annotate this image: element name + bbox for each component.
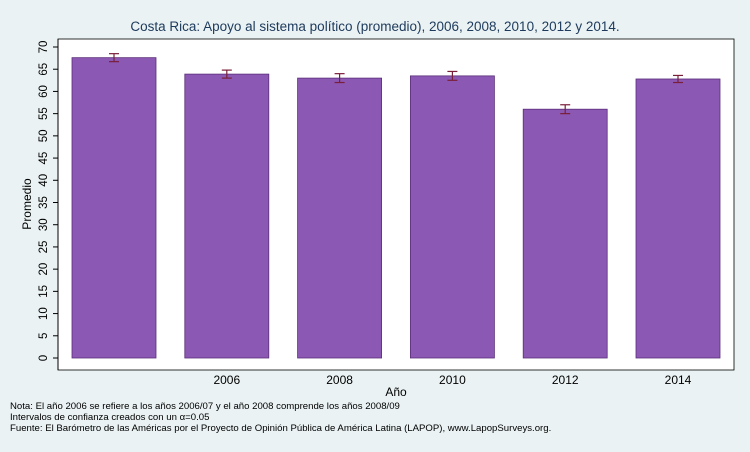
- x-tick-label: 2012: [552, 373, 579, 387]
- y-tick-label: 5: [38, 333, 50, 339]
- note-line-1: Nota: El año 2006 se refiere a los años …: [10, 401, 400, 412]
- y-tick-label: 15: [38, 285, 50, 298]
- y-tick-label: 20: [38, 263, 50, 276]
- bar: [297, 77, 383, 359]
- bar: [71, 57, 157, 359]
- y-tick-label: 25: [38, 241, 50, 254]
- y-tick-label: 55: [38, 107, 50, 120]
- x-tick-label: 2014: [665, 373, 692, 387]
- chart-title: Costa Rica: Apoyo al sistema político (p…: [130, 19, 619, 34]
- y-tick-label: 35: [38, 196, 50, 209]
- y-tick-label: 70: [38, 41, 50, 54]
- chart-notes: Nota: El año 2006 se refiere a los años …: [10, 401, 551, 434]
- y-tick-label: 10: [38, 307, 50, 320]
- bar: [635, 78, 721, 359]
- x-tick-label: 2008: [326, 373, 353, 387]
- y-tick-label: 65: [38, 63, 50, 76]
- y-tick-label: 45: [38, 152, 50, 165]
- bar: [184, 73, 270, 359]
- y-tick-label: 30: [38, 218, 50, 231]
- y-tick-label: 60: [38, 85, 50, 98]
- chart-canvas: Costa Rica: Apoyo al sistema político (p…: [20, 19, 735, 399]
- y-tick-label: 50: [38, 129, 50, 142]
- x-tick-label: 2010: [439, 373, 466, 387]
- bar: [409, 75, 495, 359]
- note-line-2: Intervalos de confianza creados con un α…: [10, 412, 210, 423]
- y-axis-label: Promedio: [20, 178, 34, 230]
- plot-area: [57, 38, 735, 371]
- x-tick-label: 2006: [213, 373, 240, 387]
- source-line: Fuente: El Barómetro de las Américas por…: [10, 423, 552, 434]
- bar: [522, 108, 608, 359]
- y-tick-label: 0: [38, 355, 50, 361]
- x-axis-label: Año: [385, 385, 407, 399]
- y-tick-label: 40: [38, 174, 50, 187]
